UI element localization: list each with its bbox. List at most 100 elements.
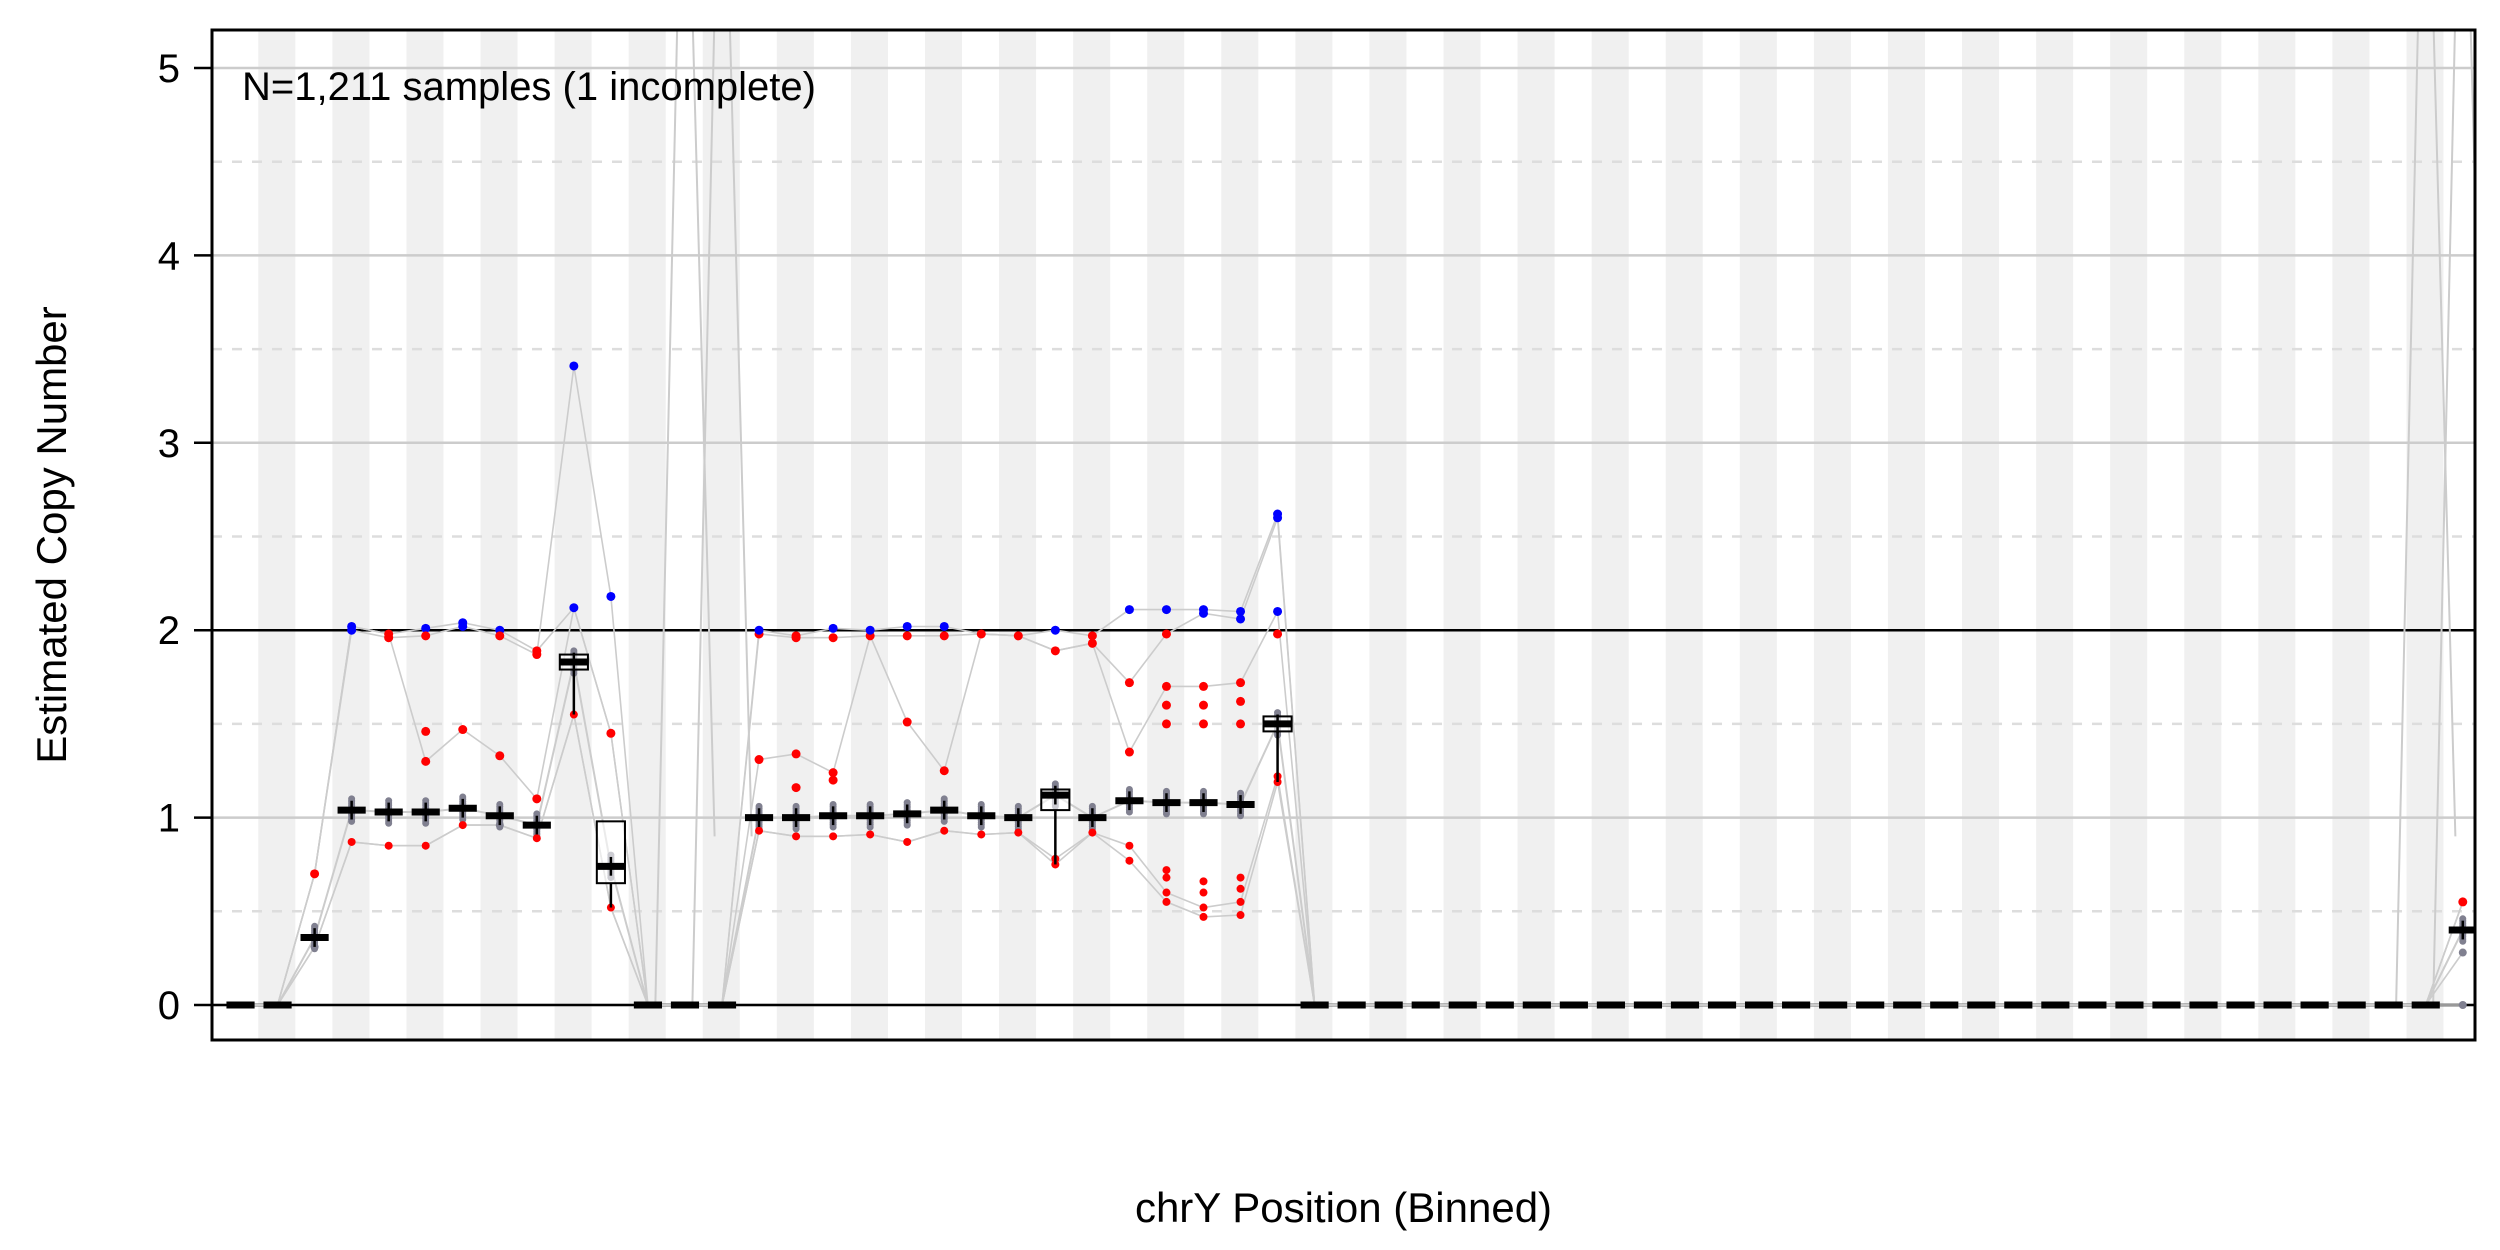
high-outlier-point: [1013, 631, 1023, 641]
high-outlier-point: [1198, 700, 1208, 710]
sample-point: [533, 810, 541, 818]
bin-stripe: [776, 30, 814, 1040]
sample-point: [1051, 780, 1059, 788]
high-outlier-point: [1236, 696, 1246, 706]
low-outlier-point: [1125, 841, 1134, 850]
sample-point: [977, 800, 985, 808]
low-outlier-point: [1162, 897, 1171, 906]
high-outlier-point: [1161, 719, 1171, 729]
high-outlier-point: [606, 591, 616, 601]
low-outlier-point: [421, 841, 430, 850]
bin-stripe: [999, 30, 1037, 1040]
bin-stripe: [1962, 30, 2000, 1040]
low-outlier-point: [903, 837, 912, 846]
sample-point: [570, 647, 578, 655]
sample-point: [1125, 785, 1133, 793]
low-outlier-point: [1236, 911, 1245, 920]
high-outlier-point: [1124, 678, 1134, 688]
bin-stripe: [1295, 30, 1333, 1040]
high-outlier-point: [458, 621, 468, 631]
low-outlier-point: [1014, 828, 1023, 837]
low-outlier-point: [977, 830, 986, 839]
high-outlier-point: [1087, 638, 1097, 648]
high-outlier-point: [1161, 700, 1171, 710]
high-outlier-point: [976, 629, 986, 639]
high-outlier-point: [791, 631, 801, 641]
sample-point: [1162, 787, 1170, 795]
sample-point: [311, 922, 319, 930]
sample-point: [1237, 789, 1245, 797]
high-outlier-point: [1236, 606, 1246, 616]
sample-point: [422, 797, 430, 805]
high-outlier-point: [939, 621, 949, 631]
x-axis-title: chrY Position (Binned): [1135, 1184, 1552, 1231]
y-tick-label: 0: [158, 984, 180, 1028]
high-outlier-point: [1273, 509, 1283, 519]
low-outlier-point: [1199, 888, 1208, 897]
high-outlier-point: [421, 726, 431, 736]
bin-stripe: [1147, 30, 1185, 1040]
high-outlier-point: [2458, 897, 2468, 907]
sample-point: [1274, 709, 1282, 717]
high-outlier-point: [791, 783, 801, 793]
bin-stripe: [332, 30, 370, 1040]
y-tick-label: 2: [158, 609, 180, 653]
y-tick-label: 5: [158, 47, 180, 91]
bin-stripe: [2258, 30, 2296, 1040]
low-outlier-point: [1162, 866, 1171, 875]
spike-trace: [691, 30, 753, 1006]
high-outlier-point: [421, 631, 431, 641]
bin-stripe: [406, 30, 444, 1040]
bin-stripes: [258, 30, 2444, 1040]
bin-stripe: [1591, 30, 1629, 1040]
high-outlier-point: [1198, 605, 1208, 615]
y-axis-title: Estimated Copy Number: [28, 306, 75, 764]
high-outlier-point: [421, 623, 431, 633]
sample-point: [755, 802, 763, 810]
low-outlier-point: [1236, 873, 1245, 882]
high-outlier-point: [384, 633, 394, 643]
bin-stripe: [628, 30, 666, 1040]
high-outlier-point: [828, 775, 838, 785]
low-outlier-point: [1125, 856, 1134, 865]
sample-point: [792, 802, 800, 810]
high-outlier-point: [1236, 614, 1246, 624]
low-outlier-point: [1236, 897, 1245, 906]
high-outlier-point: [1198, 681, 1208, 691]
sample-count-annotation: N=1,211 samples (1 incomplete): [242, 65, 816, 109]
low-outlier-point: [755, 826, 764, 835]
bin-stripe: [554, 30, 592, 1040]
low-outlier-point: [532, 834, 541, 843]
sample-point: [940, 795, 948, 803]
low-outlier-point: [940, 826, 949, 835]
low-outlier-point: [1236, 884, 1245, 893]
sample-point: [903, 799, 911, 807]
high-outlier-point: [828, 633, 838, 643]
sample-point: [866, 800, 874, 808]
high-outlier-point: [1087, 631, 1097, 641]
high-outlier-point: [1236, 678, 1246, 688]
bin-stripe: [1443, 30, 1481, 1040]
low-outlier-point: [1162, 873, 1171, 882]
high-outlier-point: [754, 625, 764, 635]
sample-point: [1199, 787, 1207, 795]
bin-stripe: [1369, 30, 1407, 1040]
high-outlier-point: [1050, 625, 1060, 635]
sample-point: [2459, 915, 2467, 923]
high-outlier-point: [902, 717, 912, 727]
high-outlier-point: [569, 361, 579, 371]
high-outlier-point: [828, 768, 838, 778]
high-outlier-point: [495, 631, 505, 641]
high-outlier-point: [939, 631, 949, 641]
high-outlier-point: [310, 869, 320, 879]
high-outlier-point: [569, 603, 579, 613]
y-tick-label: 3: [158, 422, 180, 466]
high-outlier-point: [1198, 719, 1208, 729]
sample-point: [1088, 802, 1096, 810]
high-outlier-point: [1050, 646, 1060, 656]
low-outlier-point: [458, 821, 467, 830]
spike-trace: [654, 30, 716, 1006]
bin-stripe: [1665, 30, 1703, 1040]
